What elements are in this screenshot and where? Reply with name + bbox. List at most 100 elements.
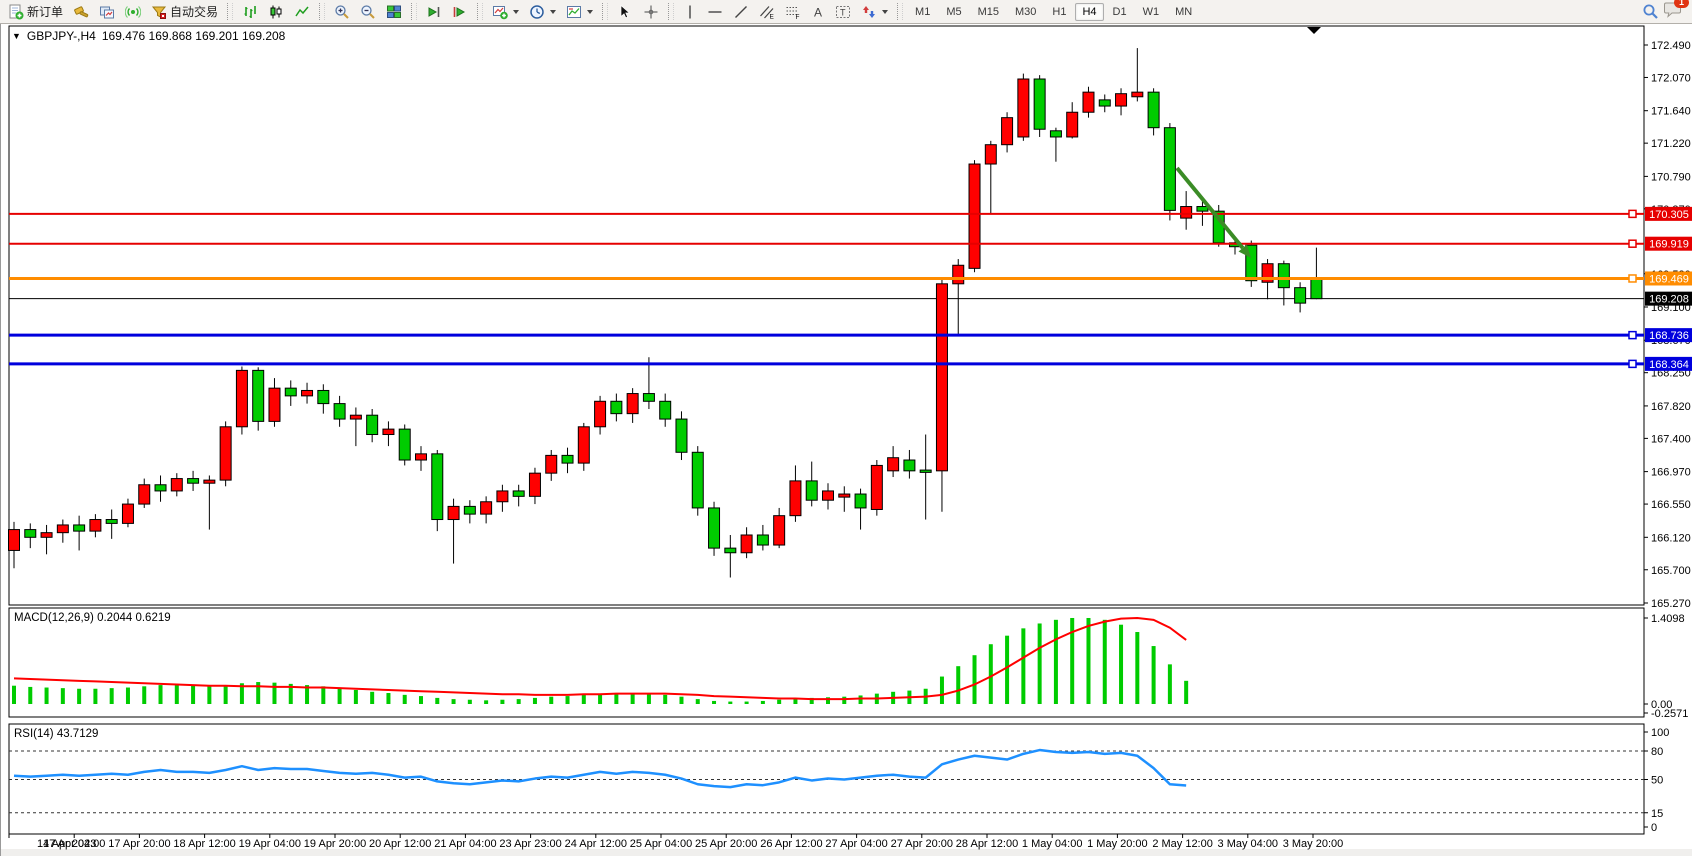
candle-body <box>138 484 151 505</box>
rsi-axis-label: 100 <box>1651 727 1669 739</box>
line-handle-marker[interactable] <box>1628 330 1637 340</box>
price-axis-label: 167.820 <box>1651 401 1691 413</box>
indicators-button[interactable] <box>488 2 523 22</box>
rsi-label: RSI(14) 43.7129 <box>14 728 99 740</box>
search-button[interactable] <box>1638 1 1663 22</box>
toolbar-separator <box>319 3 326 20</box>
time-axis-label: 14 Apr 2023 <box>37 838 96 850</box>
timeframe-M15[interactable]: M15 <box>971 3 1006 21</box>
timeframe-M5[interactable]: M5 <box>939 3 968 21</box>
time-axis-label: 1 May 04:00 <box>1022 838 1083 850</box>
timeframe-W1[interactable]: W1 <box>1136 3 1167 21</box>
price-tag-label: 168.364 <box>1649 359 1689 371</box>
arrows-button[interactable] <box>857 2 892 22</box>
candle-body <box>1049 130 1062 138</box>
templates-button[interactable] <box>562 2 597 22</box>
candle-body <box>789 480 802 517</box>
new-order-button[interactable]: 新订单 <box>4 1 67 22</box>
macd-histogram-bar <box>207 685 212 704</box>
text-icon: A <box>811 4 825 20</box>
macd-axis-label: -0.2571 <box>1651 708 1688 720</box>
macd-histogram-bar <box>1167 664 1172 704</box>
chart-shift-button[interactable] <box>448 2 472 22</box>
notifications-button[interactable]: 1 <box>1664 0 1689 23</box>
macd-histogram-bar <box>77 688 82 704</box>
search-icon <box>1642 3 1659 20</box>
zoom-out-button[interactable] <box>356 2 380 22</box>
down-arrow-annotation[interactable] <box>1175 166 1245 250</box>
new-order-icon <box>8 4 24 20</box>
candle-body <box>610 400 623 415</box>
cursor-group <box>612 2 664 22</box>
candle-body <box>268 387 281 422</box>
charts-button[interactable] <box>95 2 119 22</box>
notification-badge: 1 <box>1674 0 1689 8</box>
signal-button[interactable] <box>121 2 145 22</box>
candle-body <box>170 478 183 492</box>
candle-body <box>235 369 248 428</box>
trendline-button[interactable] <box>729 2 753 22</box>
chart-canvas[interactable]: 172.490 172.070 171.640 171.220 170.790 170.3… <box>1 24 1692 856</box>
chart-window[interactable]: 172.490 172.070 171.640 171.220 170.790 170.3… <box>0 24 1692 856</box>
main-price-panel[interactable] <box>8 25 1645 606</box>
text-button[interactable]: A <box>807 2 829 22</box>
candle-body <box>1131 91 1144 98</box>
candles-chart-button[interactable] <box>264 2 288 22</box>
candle-body <box>1261 263 1274 283</box>
auto-trading-button[interactable]: 自动交易 <box>147 1 222 22</box>
vertical-line-button[interactable] <box>679 2 701 22</box>
macd-histogram-bar <box>1135 632 1140 704</box>
chart-shift-marker[interactable] <box>1307 27 1321 34</box>
rsi-axis-label: 0 <box>1651 822 1657 834</box>
zoom-in-button[interactable] <box>330 2 354 22</box>
candle-body <box>1115 93 1128 107</box>
line-handle-marker[interactable] <box>1628 209 1637 219</box>
cursor-button[interactable] <box>613 2 637 22</box>
auto-scroll-button[interactable] <box>422 2 446 22</box>
macd-histogram-bar <box>581 694 586 704</box>
fibonacci-button[interactable]: F <box>781 2 805 22</box>
price-axis-label: 165.270 <box>1651 598 1691 610</box>
gavel-button[interactable] <box>69 2 93 22</box>
macd-histogram-bar <box>1119 624 1124 704</box>
time-axis-label: 24 Apr 12:00 <box>565 838 627 850</box>
macd-label: MACD(12,26,9) 0.2044 0.6219 <box>14 612 171 624</box>
bars-chart-button[interactable] <box>238 2 262 22</box>
tile-windows-button[interactable] <box>382 2 406 22</box>
candle-body <box>512 490 525 497</box>
candle-body <box>252 369 265 422</box>
timeframe-H1[interactable]: H1 <box>1045 3 1073 21</box>
timeframe-MN[interactable]: MN <box>1168 3 1199 21</box>
candle-body <box>1147 91 1160 129</box>
text-label-button[interactable]: T <box>831 2 855 22</box>
price-tag-170.305 <box>1645 206 1692 221</box>
macd-histogram-bar <box>402 694 407 704</box>
timeframe-M30[interactable]: M30 <box>1008 3 1043 21</box>
macd-histogram-bar <box>809 697 814 704</box>
price-axis-label: 172.490 <box>1651 40 1691 52</box>
macd-histogram-bar <box>744 701 749 704</box>
candle-body <box>659 400 672 420</box>
time-axis-label: 27 Apr 20:00 <box>891 838 953 850</box>
price-tag-169.919 <box>1645 236 1692 251</box>
periods-button[interactable] <box>525 2 560 22</box>
candle-body <box>1082 91 1095 113</box>
candle-body <box>822 490 834 501</box>
equidistant-channel-button[interactable]: E <box>755 2 779 22</box>
svg-text:F: F <box>796 14 800 20</box>
macd-histogram-bar <box>760 700 765 704</box>
one-click-trading-arrow-icon[interactable]: ▼ <box>12 31 21 41</box>
candle-body <box>284 387 297 397</box>
line-handle-marker[interactable] <box>1628 274 1637 283</box>
crosshair-button[interactable] <box>639 2 663 22</box>
time-axis-label: 20 Apr 12:00 <box>369 838 431 850</box>
timeframe-H4[interactable]: H4 <box>1075 2 1104 21</box>
line-handle-marker[interactable] <box>1628 239 1637 248</box>
candle-body <box>773 515 786 546</box>
macd-histogram-bar <box>239 683 244 704</box>
horizontal-line-button[interactable] <box>703 2 727 22</box>
line-handle-marker[interactable] <box>1628 359 1637 369</box>
timeframe-D1[interactable]: D1 <box>1106 3 1134 21</box>
timeframe-M1[interactable]: M1 <box>908 3 937 21</box>
line-chart-button[interactable] <box>290 2 314 22</box>
